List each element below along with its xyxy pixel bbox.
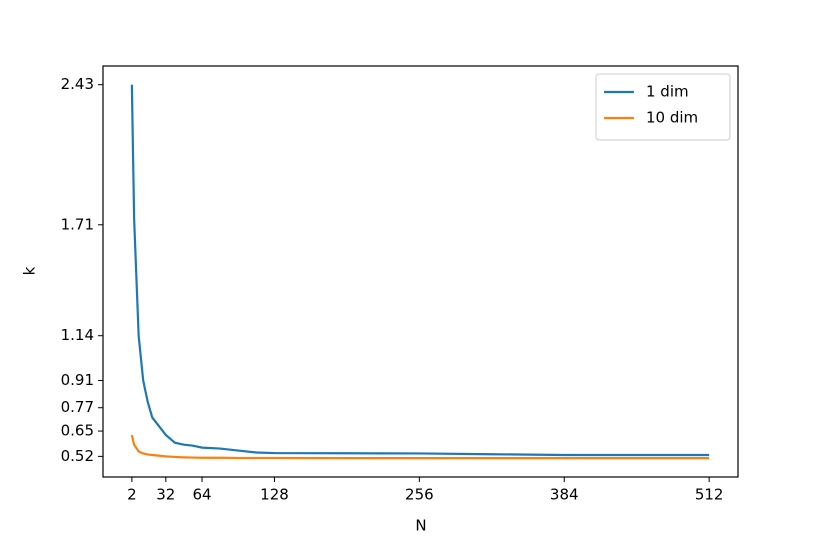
y-tick-label: 0.52 xyxy=(61,447,94,465)
x-axis-label: N xyxy=(415,517,426,535)
x-tick-label: 2 xyxy=(127,486,137,504)
y-axis-label: k xyxy=(21,266,39,275)
line-series xyxy=(130,84,710,457)
x-tick-label: 256 xyxy=(405,486,434,504)
x-tick-label: 384 xyxy=(550,486,579,504)
x-tick-label: 64 xyxy=(192,486,211,504)
y-tick-label: 1.71 xyxy=(61,215,94,233)
line-series xyxy=(130,434,710,460)
x-tick-label: 32 xyxy=(156,486,175,504)
y-tick-label: 0.65 xyxy=(61,422,94,440)
legend-label: 10 dim xyxy=(646,109,698,127)
y-tick-label: 0.91 xyxy=(61,371,94,389)
plot-frame xyxy=(102,65,739,478)
y-tick-label: 1.14 xyxy=(61,326,94,344)
legend-box xyxy=(595,73,731,141)
legend-label: 1 dim xyxy=(646,83,689,101)
x-tick-label: 512 xyxy=(695,486,724,504)
y-tick-label: 0.77 xyxy=(61,398,94,416)
x-tick-label: 128 xyxy=(260,486,289,504)
y-tick-label: 2.43 xyxy=(61,75,94,93)
